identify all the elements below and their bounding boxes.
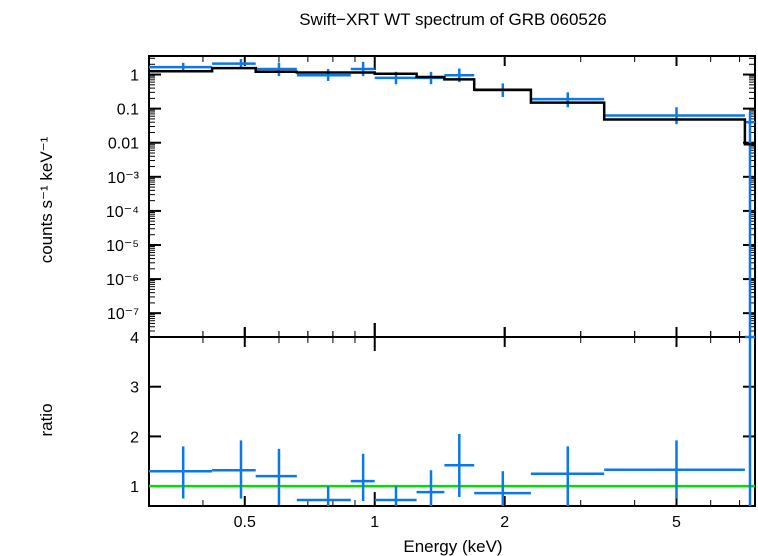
ratio-x-tick-label: 2 [500, 514, 509, 531]
spectrum-data-point [744, 111, 755, 337]
spectrum-panel: 1 0.1 0.01 10⁻³ 10⁻⁴ 10⁻⁵ 10⁻⁶ 10⁻⁷ [106, 55, 756, 338]
ratio-data-point [374, 486, 417, 506]
x-axis-label: Energy (keV) [403, 537, 502, 556]
bottom-y-axis-label: ratio [37, 403, 56, 436]
spectrum-data-point [296, 69, 351, 81]
spectrum-y-tick-label: 0.1 [117, 102, 139, 119]
spectrum-y-tick-label: 10⁻⁷ [107, 306, 139, 323]
spectrum-y-tick-label: 10⁻⁵ [106, 238, 139, 255]
chart-title: Swift−XRT WT spectrum of GRB 060526 [299, 10, 607, 29]
spectrum-y-tick-label: 10⁻³ [107, 170, 139, 187]
spectrum-data-point [212, 59, 256, 69]
spectrum-data-point [604, 107, 745, 125]
spectrum-data-point [350, 61, 375, 77]
ratio-data-point [212, 440, 256, 499]
ratio-data-point [744, 335, 755, 506]
ratio-y-tick-label: 2 [130, 429, 139, 446]
ratio-data-point [149, 446, 213, 499]
top-y-axis-label: counts s⁻¹ keV⁻¹ [37, 136, 56, 263]
ratio-x-tick-label: 0.5 [234, 514, 256, 531]
spectrum-y-tick-label: 0.01 [108, 136, 139, 153]
spectrum-model-step-line [149, 66, 755, 146]
spectrum-data-point [149, 62, 213, 72]
spectrum-y-tick-label: 1 [130, 68, 139, 85]
ratio-data-point [444, 433, 475, 498]
spectrum-y-tick-label: 10⁻⁴ [106, 204, 139, 221]
ratio-data-point [255, 448, 297, 506]
spectrum-y-tick-label: 10⁻⁶ [106, 272, 139, 289]
ratio-panel: 1 2 3 4 0.5 1 2 5 [130, 323, 756, 531]
ratio-data-point [474, 471, 531, 506]
ratio-frame [148, 336, 756, 507]
ratio-data-point [604, 440, 745, 499]
spectrum-data-point [255, 62, 297, 77]
ratio-x-tick-label: 1 [370, 514, 379, 531]
ratio-y-tick-label: 4 [130, 330, 139, 347]
spectrum-frame [148, 55, 756, 338]
ratio-x-tick-label: 5 [672, 514, 681, 531]
ratio-data-point [530, 446, 605, 506]
ratio-data-point [296, 486, 351, 506]
ratio-data-point [350, 453, 375, 502]
spectrum-data-point [530, 92, 605, 108]
ratio-y-tick-label: 3 [130, 380, 139, 397]
ratio-y-tick-label: 1 [130, 479, 139, 496]
ratio-data-point [416, 470, 445, 506]
